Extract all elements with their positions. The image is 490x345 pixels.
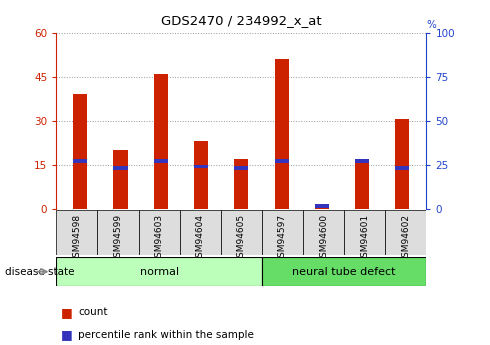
Bar: [139, 210, 180, 255]
Bar: [234, 159, 248, 209]
Text: %: %: [426, 20, 436, 30]
Bar: [154, 159, 168, 163]
Bar: [395, 119, 410, 209]
Text: GSM94602: GSM94602: [401, 214, 410, 263]
Text: GSM94601: GSM94601: [360, 214, 369, 263]
Bar: [221, 210, 262, 255]
Bar: [180, 210, 221, 255]
Bar: [355, 159, 369, 163]
Text: ■: ■: [61, 306, 73, 319]
Bar: [395, 167, 410, 170]
Bar: [262, 257, 426, 286]
Bar: [98, 210, 139, 255]
Bar: [56, 210, 98, 255]
Bar: [73, 94, 87, 209]
Bar: [262, 210, 303, 255]
Bar: [385, 210, 426, 255]
Bar: [274, 59, 289, 209]
Text: disease state: disease state: [5, 267, 74, 277]
Text: GSM94603: GSM94603: [155, 214, 164, 263]
Bar: [315, 204, 329, 208]
Text: GSM94599: GSM94599: [114, 214, 122, 263]
Text: neural tube defect: neural tube defect: [293, 267, 396, 277]
Bar: [315, 204, 329, 209]
Text: GSM94597: GSM94597: [278, 214, 287, 263]
Bar: [114, 167, 127, 170]
Bar: [154, 74, 168, 209]
Bar: [56, 257, 262, 286]
Text: GDS2470 / 234992_x_at: GDS2470 / 234992_x_at: [161, 14, 321, 27]
Bar: [114, 150, 127, 209]
Bar: [274, 159, 289, 163]
Text: normal: normal: [140, 267, 179, 277]
Bar: [344, 210, 385, 255]
Bar: [303, 210, 344, 255]
Text: GSM94600: GSM94600: [319, 214, 328, 263]
Text: ■: ■: [61, 328, 73, 341]
Bar: [234, 167, 248, 170]
Text: GSM94604: GSM94604: [196, 214, 205, 263]
Bar: [194, 141, 208, 209]
Text: percentile rank within the sample: percentile rank within the sample: [78, 330, 254, 339]
Bar: [73, 159, 87, 163]
Text: GSM94598: GSM94598: [73, 214, 81, 263]
Bar: [194, 165, 208, 168]
Text: GSM94605: GSM94605: [237, 214, 246, 263]
Bar: [355, 162, 369, 209]
Text: count: count: [78, 307, 108, 317]
